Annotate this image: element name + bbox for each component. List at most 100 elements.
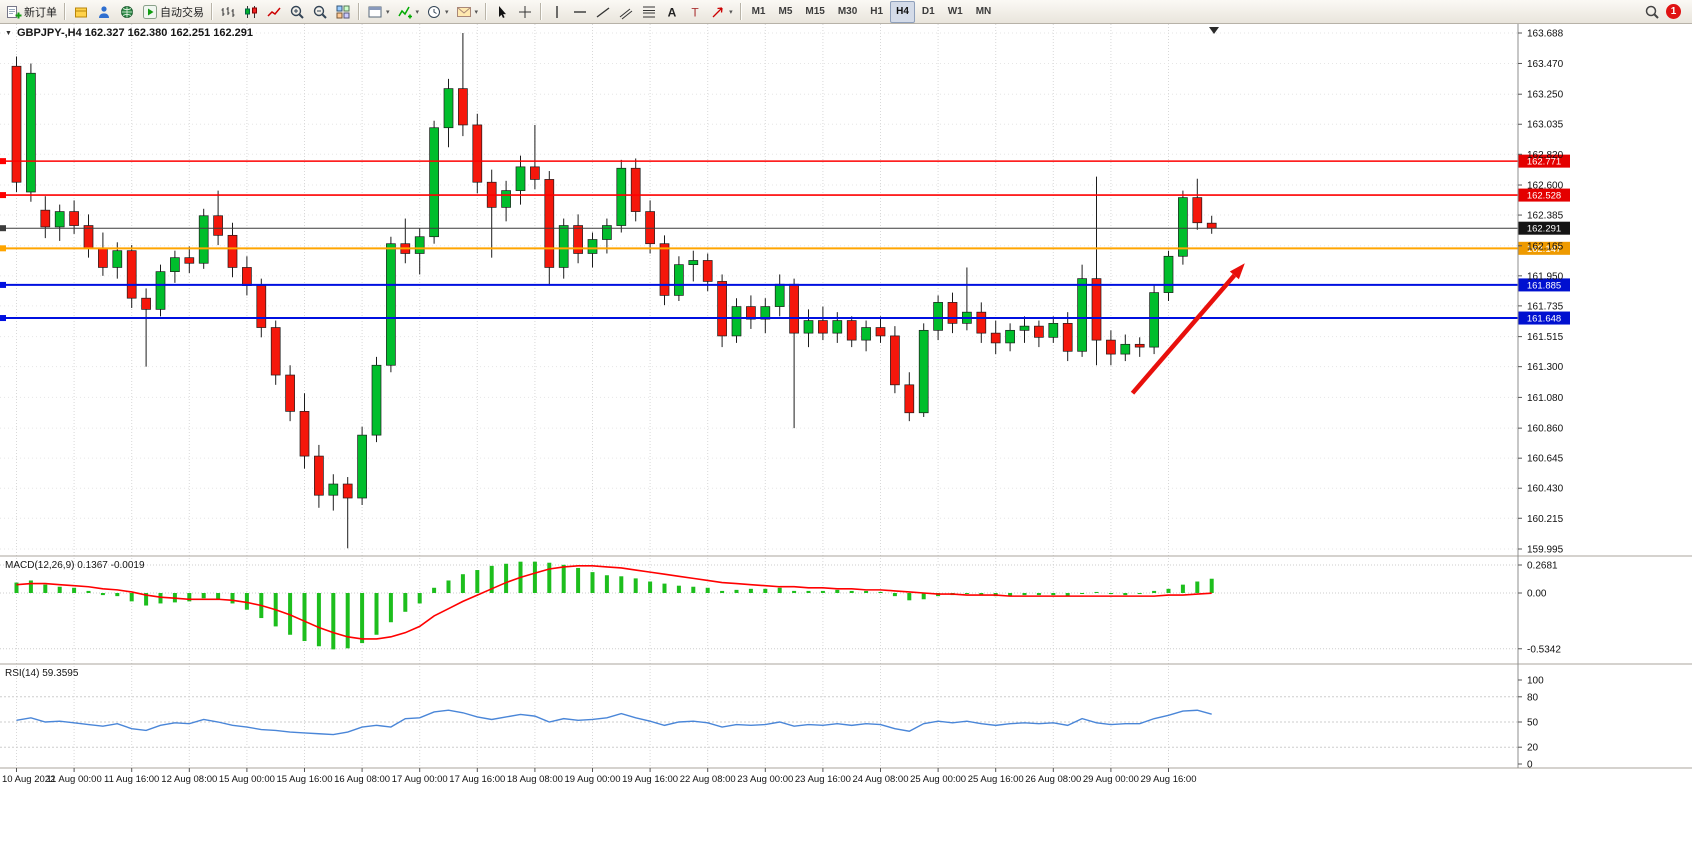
candle-body	[256, 285, 267, 328]
cube-icon	[73, 4, 89, 20]
toolbar-separator	[540, 3, 543, 20]
svg-text:162.291: 162.291	[1527, 224, 1561, 235]
svg-text:17 Aug 00:00: 17 Aug 00:00	[392, 774, 448, 785]
candle-body	[875, 327, 886, 337]
toolbar-separator	[739, 3, 742, 20]
toolbar-search-button[interactable]	[1641, 0, 1663, 24]
candle-body	[1134, 343, 1145, 348]
svg-text:163.470: 163.470	[1527, 59, 1564, 70]
toolbar-crosshair-button[interactable]	[514, 0, 536, 24]
candle-body	[429, 127, 439, 238]
timeframe-h1-button[interactable]: H1	[870, 5, 884, 17]
svg-text:23 Aug 00:00: 23 Aug 00:00	[737, 774, 793, 785]
toolbar-history-center-button[interactable]	[116, 0, 138, 24]
candle-body	[1120, 343, 1131, 355]
macd-histogram-bar	[604, 575, 609, 593]
toolbar: 新订单 自动交易 ▾ ▾ ▾ ▾ A T ▾ M1 M5 M15 M30 H1 H4 D1 W1 MN 1	[0, 0, 1692, 24]
macd-histogram-bar	[576, 567, 581, 593]
svg-text:15 Aug 16:00: 15 Aug 16:00	[277, 774, 333, 785]
timeframe-w1-button[interactable]: W1	[947, 5, 963, 17]
candle-body	[155, 271, 166, 310]
price-axis[interactable]	[1518, 24, 1692, 768]
toolbar-chart-line-button[interactable]	[263, 0, 285, 24]
toolbar-text-label-button[interactable]: T	[684, 0, 706, 24]
fibo-icon	[641, 4, 657, 20]
chart-canvas[interactable]: 162.771 162.528 162.147 161.885 161.648 162.2…	[0, 24, 1692, 847]
macd-histogram-bar	[446, 580, 451, 593]
toolbar-vertical-line-button[interactable]	[546, 0, 568, 24]
toolbar-periods-button[interactable]: ▾	[423, 0, 452, 24]
chart-shift-marker[interactable]	[1209, 27, 1219, 34]
price-tag	[1518, 154, 1570, 168]
toolbar-chart-candles-button[interactable]	[240, 0, 262, 24]
trend-arrow-annotation[interactable]	[1130, 273, 1237, 395]
svg-text:11 Aug 00:00: 11 Aug 00:00	[46, 774, 101, 785]
cursor-icon	[494, 4, 510, 20]
person-icon	[96, 4, 112, 20]
timeframe-m1-button[interactable]: M1	[751, 5, 766, 17]
candle-body	[414, 236, 425, 254]
toolbar-horizontal-line-button[interactable]	[569, 0, 591, 24]
svg-text:10 Aug 2022: 10 Aug 2022	[2, 774, 55, 785]
timeframe-d1-button[interactable]: D1	[921, 5, 935, 17]
macd-histogram-bar	[475, 570, 480, 593]
candle-body	[170, 257, 180, 272]
candle-body	[314, 455, 324, 496]
toolbar-new-order-button[interactable]: 新订单	[3, 0, 60, 24]
candle-body	[357, 434, 367, 499]
toolbar-indicators-list-button[interactable]: ▾	[394, 0, 423, 24]
toolbar-templates-button[interactable]: ▾	[453, 0, 482, 24]
bars-icon	[220, 4, 236, 20]
svg-text:161.950: 161.950	[1527, 271, 1564, 282]
toolbar-trendline-button[interactable]	[592, 0, 614, 24]
svg-text:23 Aug 16:00: 23 Aug 16:00	[795, 774, 851, 785]
toolbar-tile-windows-button[interactable]	[332, 0, 354, 24]
toolbar-equidistant-channel-button[interactable]	[615, 0, 637, 24]
macd-histogram-bar	[489, 565, 494, 593]
candle-body	[472, 124, 483, 183]
rsi-line	[16, 709, 1212, 736]
toolbar-arrows-button[interactable]: ▾	[707, 0, 736, 24]
timeframe-h4-button[interactable]: H4	[890, 0, 915, 23]
toolbar-zoom-out-button[interactable]	[309, 0, 331, 24]
toolbar-text-button[interactable]: A	[661, 0, 683, 24]
toolbar-fibonacci-button[interactable]	[638, 0, 660, 24]
toolbar-new-chart-button[interactable]: ▾	[364, 0, 393, 24]
candle-body	[126, 250, 137, 299]
macd-histogram-bar	[1051, 593, 1056, 596]
svg-text:163.250: 163.250	[1527, 90, 1564, 101]
toolbar-auto-trading-label: 自动交易	[160, 6, 204, 19]
svg-text:18 Aug 08:00: 18 Aug 08:00	[507, 774, 563, 785]
svg-text:161.885: 161.885	[1527, 280, 1561, 291]
time-axis[interactable]	[0, 768, 1692, 790]
timeframe-m5-button[interactable]: M5	[778, 5, 793, 17]
timeframe-mn-button[interactable]: MN	[975, 5, 992, 17]
candle-body	[1019, 325, 1030, 331]
toolbar-separator	[358, 3, 360, 20]
notification-badge[interactable]: 1	[1666, 4, 1681, 19]
toolbar-auto-trading-button[interactable]: 自动交易	[139, 0, 207, 24]
timeframe-m15-button[interactable]: M15	[805, 5, 825, 17]
candle-body	[112, 250, 123, 268]
macd-histogram-bar	[921, 593, 926, 600]
timeframe-m30-button[interactable]: M30	[837, 5, 858, 17]
candle-body	[990, 332, 1001, 344]
textT-icon: T	[687, 4, 703, 20]
toolbar-zoom-in-button[interactable]	[286, 0, 308, 24]
channel-icon	[618, 4, 634, 20]
toolbar-chart-bars-button[interactable]	[217, 0, 239, 24]
macd-histogram-bar	[1080, 593, 1085, 594]
macd-histogram-bar	[662, 583, 667, 593]
candle-body	[918, 329, 929, 414]
toolbar-separator	[485, 3, 488, 20]
toolbar-cursor-button[interactable]	[491, 0, 513, 24]
svg-text:163.688: 163.688	[1527, 29, 1564, 40]
toolbar-data-window-button[interactable]	[93, 0, 115, 24]
chart-window[interactable]: 162.771 162.528 162.147 161.885 161.648 162.2…	[0, 24, 1692, 847]
candle-body	[544, 179, 555, 268]
candle-body	[746, 306, 756, 320]
toolbar-market-watch-button[interactable]	[70, 0, 92, 24]
crosshair-icon	[517, 4, 533, 20]
macd-histogram-bar	[648, 581, 653, 593]
candle-body	[1206, 222, 1217, 229]
